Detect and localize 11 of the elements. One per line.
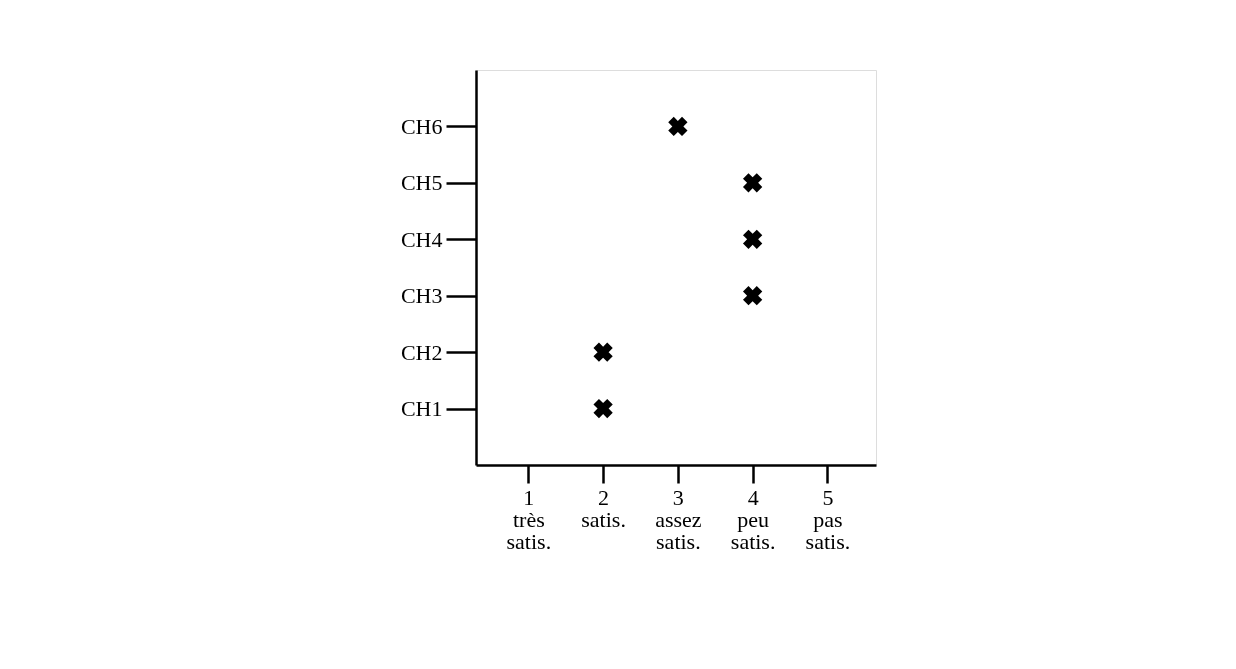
x-tick-label: 3 assez satis. [655,484,702,554]
y-tick-label: CH6 [400,113,443,139]
y-tick-label: CH5 [400,170,443,196]
x-tick-label: 2 satis. [581,484,626,532]
y-tick-label: CH4 [400,226,443,252]
y-tick-label: CH2 [400,339,443,365]
y-tick-label: CH3 [400,283,443,309]
x-tick-label: 1 très satis. [506,484,552,554]
x-tick-label: 5 pas satis. [805,484,851,554]
y-tick-label: CH1 [400,396,443,422]
x-tick-label: 4 peu satis. [730,484,776,554]
